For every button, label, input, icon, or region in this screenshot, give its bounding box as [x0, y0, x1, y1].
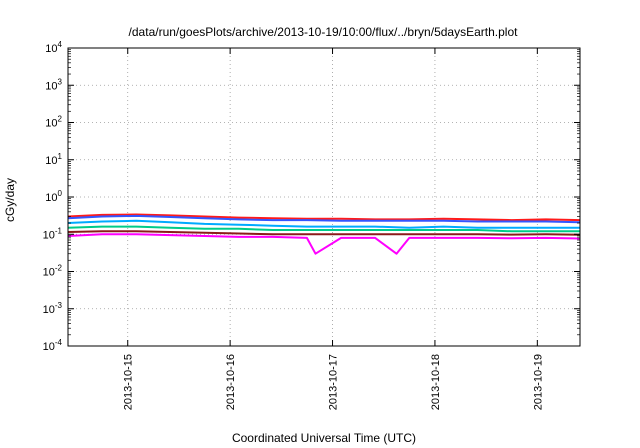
axes: 10-4 10-3 10-2 10-1 100 101 102 103 104 2013-10-1… — [43, 40, 580, 410]
y-tick-label: 104 — [45, 40, 62, 55]
y-tick-label: 10-4 — [43, 338, 63, 353]
x-tick-label: 2013-10-17 — [328, 354, 340, 410]
y-tick-label: 10-1 — [43, 226, 63, 241]
x-axis-label: Coordinated Universal Time (UTC) — [232, 431, 416, 445]
y-axis-label: cGy/day — [3, 178, 17, 222]
y-tick-label: 10-2 — [43, 264, 63, 279]
y-tick-label: 100 — [45, 189, 62, 204]
series-line-1 — [67, 213, 581, 222]
chart-title: /data/run/goesPlots/archive/2013-10-19/1… — [129, 25, 519, 39]
series-line-2 — [67, 214, 581, 224]
series-line-6 — [67, 233, 581, 255]
y-tick-label: 10-3 — [43, 301, 63, 316]
series-group — [67, 213, 581, 255]
series-line-5 — [67, 230, 581, 236]
y-tick-label: 101 — [45, 152, 62, 167]
x-tick-label: 2013-10-18 — [430, 354, 442, 410]
y-tick-label: 102 — [45, 115, 62, 130]
y-tick-label: 103 — [45, 77, 62, 92]
series-line-3 — [67, 219, 580, 229]
series-line-4 — [67, 225, 580, 233]
x-tick-label: 2013-10-19 — [532, 354, 544, 410]
x-tick-label: 2013-10-15 — [123, 354, 135, 410]
x-tick-label: 2013-10-16 — [225, 354, 237, 410]
